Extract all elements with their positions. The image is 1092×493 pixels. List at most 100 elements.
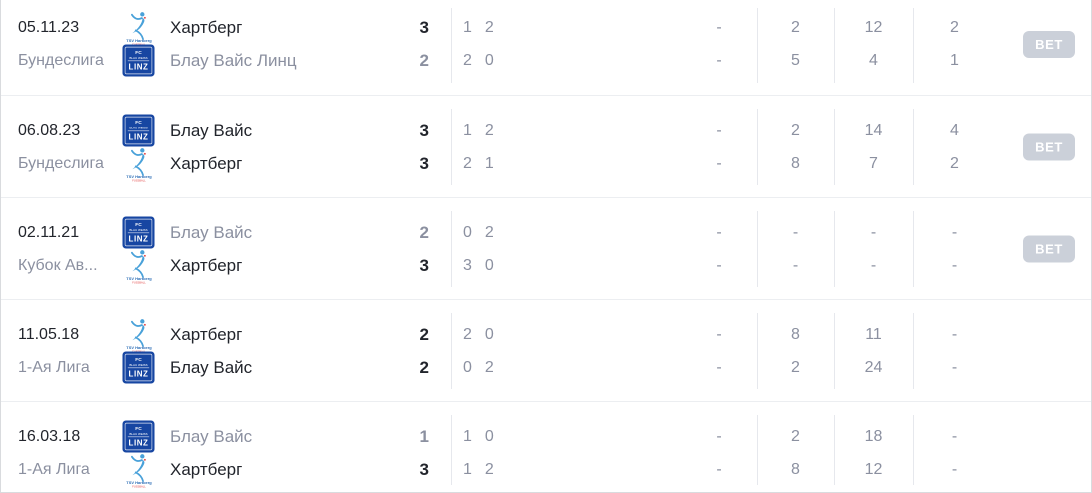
team-row: Хартберг 3 2 1 - 8 7 2 <box>111 147 1091 180</box>
half-scores: 0 2 <box>439 224 551 242</box>
half-2-score: 0 <box>484 51 494 69</box>
half-scores: 0 2 <box>439 359 551 377</box>
stat-value: 12 <box>864 460 883 478</box>
stat-value: - <box>951 358 958 376</box>
match-competition: Бундеслига <box>18 155 104 172</box>
half-1-score: 0 <box>463 223 472 241</box>
stat-value: - <box>716 358 722 376</box>
half-2-score: 1 <box>484 154 494 172</box>
stat-value: 2 <box>791 358 800 376</box>
match-info: 02.11.21 Кубок Ав... <box>1 216 111 299</box>
stat-divider <box>913 109 914 185</box>
stat-value: 7 <box>869 154 878 172</box>
stat-divider <box>834 211 835 287</box>
half-scores: 1 2 <box>439 461 551 479</box>
match-competition: Бундеслига <box>18 52 104 69</box>
team-name: Хартберг <box>170 255 243 275</box>
stat-divider <box>834 415 835 485</box>
teams-column: Хартберг 2 2 0 - 8 11 - Блау Вайс 2 0 2 <box>111 318 1091 401</box>
stat-value: - <box>951 460 958 478</box>
half-1-score: 1 <box>463 18 472 36</box>
stat-value: 14 <box>864 121 883 139</box>
stat-value: 8 <box>791 325 800 343</box>
match-row-05-11-23[interactable]: 05.11.23 Бундеслига Хартберг 3 1 2 - 2 1… <box>1 0 1091 95</box>
score-divider <box>451 415 452 485</box>
match-date: 11.05.18 <box>18 326 80 343</box>
stat-value: - <box>951 223 958 241</box>
stat-value: - <box>951 427 958 445</box>
team-row: Блау Вайс 1 1 0 - 2 18 - <box>111 420 1091 453</box>
stat-divider <box>913 211 914 287</box>
tsv-hartberg-crest-icon <box>111 10 166 46</box>
match-date: 05.11.23 <box>18 19 80 36</box>
stat-value: 1 <box>950 51 959 69</box>
match-row-02-11-21[interactable]: 02.11.21 Кубок Ав... Блау Вайс 2 0 2 - -… <box>1 197 1091 299</box>
tsv-hartberg-crest-icon <box>111 452 166 488</box>
stat-value: 18 <box>864 427 883 445</box>
bet-button[interactable]: BET <box>1023 133 1075 160</box>
stat-value: 5 <box>791 51 800 69</box>
half-1-score: 3 <box>463 256 472 274</box>
match-competition: 1-Ая Лига <box>18 359 90 376</box>
bet-button[interactable]: BET <box>1023 31 1075 58</box>
match-competition: Кубок Ав... <box>18 257 98 274</box>
half-2-score: 2 <box>484 460 494 478</box>
stat-value: - <box>951 325 958 343</box>
team-name: Хартберг <box>170 324 243 344</box>
team-score: 2 <box>419 357 429 377</box>
half-scores: 2 1 <box>439 155 551 173</box>
teams-column: Блау Вайс 2 0 2 - - - - Хартберг 3 3 0 <box>111 216 1091 299</box>
match-row-11-05-18[interactable]: 11.05.18 1-Ая Лига Хартберг 2 2 0 - 8 11… <box>1 299 1091 401</box>
stat-divider <box>913 313 914 389</box>
teams-column: Блау Вайс 1 1 0 - 2 18 - Хартберг 3 1 2 <box>111 420 1091 493</box>
stat-value: 12 <box>864 18 883 36</box>
half-scores: 1 0 <box>439 428 551 446</box>
stat-value: - <box>792 223 799 241</box>
team-name: Хартберг <box>170 153 243 173</box>
half-2-score: 2 <box>484 358 494 376</box>
stat-divider <box>757 211 758 287</box>
stat-value: 8 <box>791 460 800 478</box>
team-row: Хартберг 3 1 2 - 8 12 - <box>111 453 1091 486</box>
team-row: Хартберг 2 2 0 - 8 11 - <box>111 318 1091 351</box>
stat-value: 4 <box>950 121 959 139</box>
match-competition: 1-Ая Лига <box>18 461 90 478</box>
team-row: Хартберг 3 1 2 - 2 12 2 <box>111 11 1091 44</box>
stat-value: - <box>716 460 722 478</box>
stat-value: - <box>716 18 722 36</box>
bet-button[interactable]: BET <box>1023 235 1075 262</box>
tsv-hartberg-crest-icon <box>111 317 166 353</box>
team-score: 3 <box>419 120 429 140</box>
team-name: Блау Вайс <box>170 357 253 377</box>
team-name: Блау Вайс <box>170 120 253 140</box>
half-1-score: 1 <box>463 427 472 445</box>
team-score: 2 <box>419 324 429 344</box>
stat-value: 2 <box>791 18 800 36</box>
stat-value: 8 <box>791 154 800 172</box>
match-info: 06.08.23 Бундеслига <box>1 114 111 197</box>
stat-value: - <box>716 51 722 69</box>
half-2-score: 2 <box>484 18 494 36</box>
team-name: Хартберг <box>170 459 243 479</box>
score-divider <box>451 313 452 389</box>
stat-value: - <box>716 223 722 241</box>
stat-value: 2 <box>791 427 800 445</box>
half-2-score: 0 <box>484 325 494 343</box>
match-row-16-03-18[interactable]: 16.03.18 1-Ая Лига Блау Вайс 1 1 0 - 2 1… <box>1 401 1091 493</box>
team-name: Хартберг <box>170 17 243 37</box>
match-info: 11.05.18 1-Ая Лига <box>1 318 111 401</box>
match-row-06-08-23[interactable]: 06.08.23 Бундеслига Блау Вайс 3 1 2 - 2 … <box>1 95 1091 197</box>
match-info: 05.11.23 Бундеслига <box>1 11 111 95</box>
teams-column: Хартберг 3 1 2 - 2 12 2 Блау Вайс Линц 2… <box>111 11 1091 95</box>
stat-divider <box>757 8 758 83</box>
stat-value: - <box>716 427 722 445</box>
half-2-score: 2 <box>484 121 494 139</box>
stat-divider <box>834 109 835 185</box>
team-score: 3 <box>419 255 429 275</box>
tsv-hartberg-crest-icon <box>111 146 166 182</box>
team-row: Хартберг 3 3 0 - - - - <box>111 249 1091 282</box>
stat-value: - <box>716 121 722 139</box>
stat-divider <box>913 8 914 83</box>
teams-column: Блау Вайс 3 1 2 - 2 14 4 Хартберг 3 2 1 <box>111 114 1091 197</box>
